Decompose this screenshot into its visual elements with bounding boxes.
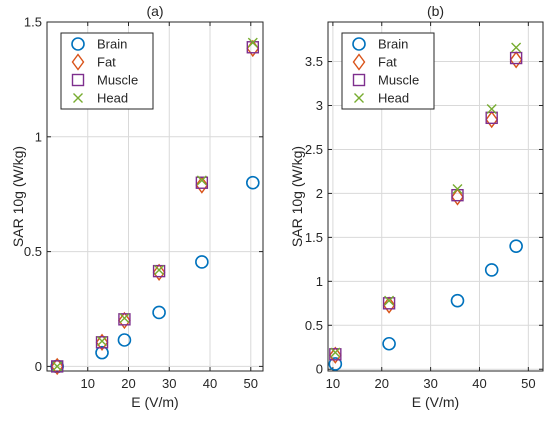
data-point-brain [382, 336, 396, 351]
data-point-muscle [152, 264, 166, 278]
y-tick-label: 2.5 [305, 142, 323, 157]
y-tick-label: 3 [316, 98, 323, 113]
legend-marker-muscle [352, 73, 366, 87]
chart-panel-1: 10 20 30 40 50 0 0.5 1 1.5 2 2.5 3 3.5 (b) E (V/m) SAR … [289, 3, 544, 410]
legend-marker-head [73, 93, 83, 103]
legend-label: Brain [378, 37, 408, 52]
legend-label: Head [97, 91, 128, 106]
data-points [50, 37, 260, 376]
chart-panel-0: 10 20 30 40 50 0 0.5 1 1.5 (a) E (V/m) SAR 10g (W/k… [10, 3, 264, 410]
data-point-head [119, 313, 130, 324]
y-tick-label: 0 [316, 362, 323, 377]
data-point-fat [509, 51, 523, 69]
data-point-fat [95, 333, 109, 351]
x-tick-label: 40 [203, 376, 217, 391]
x-tick-label: 40 [472, 376, 486, 391]
data-point-muscle [50, 360, 64, 373]
data-point-fat [328, 346, 342, 364]
legend: Brain Fat Muscle Head [60, 32, 154, 110]
y-tick-label: 1.5 [305, 230, 323, 245]
data-point-fat [451, 188, 464, 206]
chart-title: (a) [146, 3, 163, 19]
data-point-muscle [509, 51, 523, 65]
legend-marker-fat [352, 53, 366, 71]
data-point-fat [195, 176, 209, 194]
y-tick-label: 0.5 [24, 244, 42, 259]
data-point-muscle [329, 348, 342, 361]
data-point-muscle [118, 313, 131, 326]
legend-marker-brain [71, 37, 85, 51]
data-point-muscle [382, 297, 396, 310]
y-axis-label: SAR 10g (W/kg) [10, 146, 26, 247]
data-point-brain [328, 357, 343, 371]
data-point-fat [382, 296, 396, 314]
data-point-head [154, 264, 165, 275]
legend-label: Brain [97, 37, 127, 52]
x-axis-label: E (V/m) [412, 394, 459, 410]
data-point-head [384, 295, 395, 306]
data-point-fat [118, 311, 131, 330]
data-point-brain [246, 175, 260, 190]
data-point-fat [152, 263, 166, 281]
legend-marker-muscle [71, 73, 85, 87]
legend-label: Fat [97, 55, 116, 70]
data-point-muscle [195, 176, 209, 189]
legend-marker-head [354, 93, 364, 103]
data-point-muscle [485, 111, 498, 125]
axes-box [46, 21, 264, 372]
y-tick-label: 2 [316, 186, 323, 201]
axes-box [327, 21, 544, 372]
legend-marker-brain [352, 37, 366, 51]
data-point-head [452, 184, 463, 195]
data-point-brain [484, 263, 499, 277]
data-point-head [97, 336, 108, 347]
x-tick-label: 20 [121, 376, 135, 391]
data-point-fat [50, 357, 64, 376]
legend-label: Muscle [97, 73, 138, 88]
y-tick-label: 1 [316, 274, 323, 289]
y-axis-label: SAR 10g (W/kg) [289, 146, 305, 247]
data-point-head [52, 361, 63, 372]
legend-label: Muscle [378, 73, 419, 88]
data-point-head [330, 347, 341, 358]
data-point-brain [117, 333, 132, 347]
data-point-head [511, 42, 522, 53]
y-tick-label: 1 [35, 129, 42, 144]
x-tick-label: 30 [423, 376, 437, 391]
data-point-brain [450, 293, 465, 308]
data-point-muscle [95, 336, 109, 349]
data-point-head [247, 37, 258, 48]
x-tick-label: 20 [375, 376, 389, 391]
data-points [328, 42, 523, 371]
y-tick-label: 0 [35, 359, 42, 374]
legend: Brain Fat Muscle Head [341, 32, 435, 110]
data-point-brain [509, 239, 523, 253]
x-tick-label: 10 [81, 376, 95, 391]
data-point-brain [152, 305, 166, 320]
x-axis-label: E (V/m) [131, 394, 178, 410]
data-point-brain [95, 345, 109, 360]
x-tick-label: 30 [162, 376, 176, 391]
data-point-head [486, 104, 497, 115]
x-tick-label: 50 [244, 376, 258, 391]
y-tick-label: 3.5 [305, 54, 323, 69]
legend-label: Fat [378, 55, 397, 70]
x-tick-label: 10 [326, 376, 340, 391]
legend-marker-fat [71, 53, 85, 71]
y-tick-label: 1.5 [24, 15, 42, 30]
data-point-fat [485, 110, 499, 129]
legend-label: Head [378, 91, 409, 106]
data-point-brain [195, 255, 209, 269]
y-tick-label: 0.5 [305, 318, 323, 333]
x-tick-label: 50 [521, 376, 535, 391]
chart-title: (b) [427, 3, 444, 19]
data-point-head [196, 175, 207, 186]
